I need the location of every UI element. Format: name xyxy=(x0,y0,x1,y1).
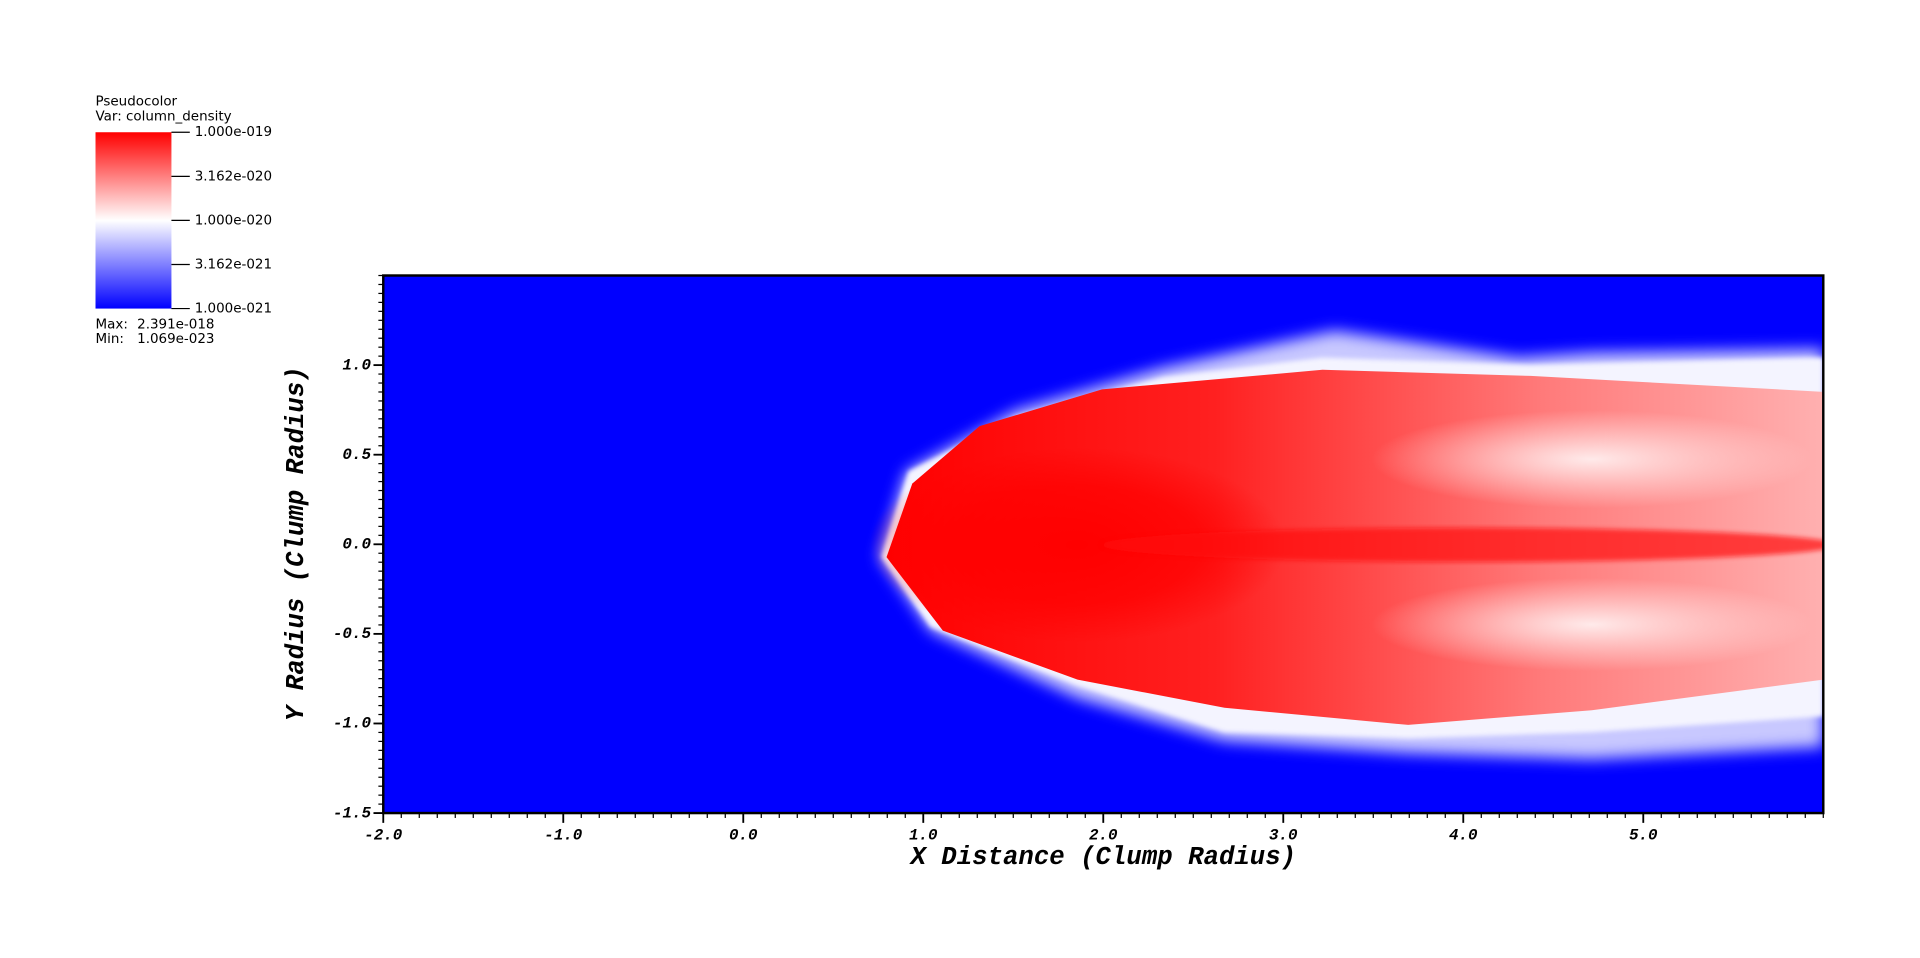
y-tick-label: -1.0 xyxy=(333,715,372,733)
legend-max-label: Max: xyxy=(96,317,128,332)
clump-core xyxy=(869,446,1286,643)
colorbar-tick-label: 3.162e-021 xyxy=(195,257,272,272)
legend-max: 2.391e-018 xyxy=(137,317,214,332)
clump-pale xyxy=(1371,577,1813,672)
x-tick-label: -2.0 xyxy=(364,826,403,844)
colorbar-tick-label: 1.000e-019 xyxy=(195,125,272,140)
x-tick-label: 4.0 xyxy=(1449,826,1478,844)
colorbar xyxy=(95,132,172,309)
x-tick-label: 2.0 xyxy=(1089,826,1118,844)
x-tick-label: 5.0 xyxy=(1629,826,1658,844)
legend-min-label: Min: xyxy=(96,332,124,347)
colorbar-tick-label: 3.162e-020 xyxy=(195,169,272,184)
colorbar-tick-label: 1.000e-020 xyxy=(195,213,272,228)
clump-pale xyxy=(1371,410,1813,509)
clump-streak xyxy=(1102,527,1824,563)
colorbar-tick-label: 1.000e-021 xyxy=(195,302,272,317)
y-tick-label: -1.5 xyxy=(333,804,372,822)
legend-title: Pseudocolor xyxy=(96,95,178,110)
legend-min: 1.069e-023 xyxy=(137,332,214,347)
x-axis-label: X Distance (Clump Radius) xyxy=(908,843,1296,872)
y-tick-label: 0.0 xyxy=(342,535,371,553)
x-tick-label: 1.0 xyxy=(909,826,938,844)
x-tick-label: 0.0 xyxy=(729,826,758,844)
plot-root: Pseudocolor Var: column_density Max: 2.3… xyxy=(95,95,1825,872)
y-tick-label: -0.5 xyxy=(333,625,372,643)
x-tick-label: 3.0 xyxy=(1269,826,1298,844)
x-tick-label: -1.0 xyxy=(544,826,583,844)
density-field xyxy=(383,275,1824,814)
legend-variable: Var: column_density xyxy=(96,109,232,124)
y-tick-label: 0.5 xyxy=(342,446,371,464)
y-axis-label: Y Radius (Clump Radius) xyxy=(282,366,311,721)
y-tick-label: 1.0 xyxy=(342,356,371,374)
